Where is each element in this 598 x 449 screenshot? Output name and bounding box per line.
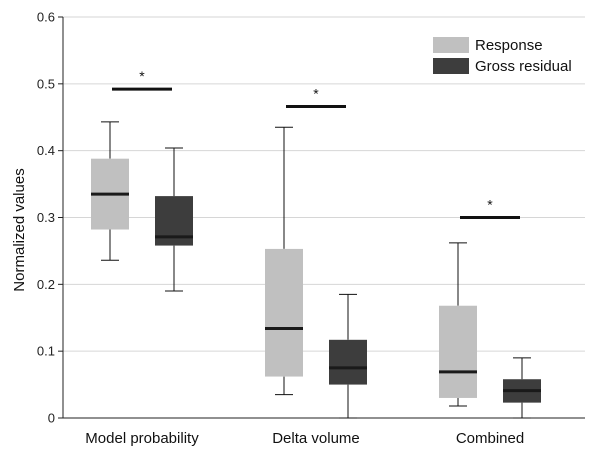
box [329,339,367,385]
y-tick-label: 0.3 [37,210,55,225]
category-label: Combined [456,430,524,447]
significance-star: * [487,197,493,213]
y-tick-label: 0.4 [37,143,55,158]
y-tick-labels: 0 0.1 0.2 0.3 0.4 0.5 0.6 [37,10,55,426]
significance-markers: * * * [112,68,520,219]
axes [58,16,585,419]
y-tick-label: 0 [48,411,55,426]
significance-star: * [139,68,145,84]
box [439,305,477,398]
boxes [91,121,541,419]
category-label: Model probability [85,430,199,447]
legend: Response Gross residual [433,37,572,75]
category-label: Delta volume [272,430,360,447]
gridlines [63,16,585,352]
legend-swatch [433,37,469,53]
legend-swatch [433,58,469,74]
y-axis-title: Normalized values [11,168,28,291]
significance-star: * [313,86,319,102]
y-tick-label: 0.5 [37,76,55,91]
y-tick-label: 0.2 [37,277,55,292]
legend-label: Response [475,37,543,54]
box [265,248,303,377]
y-tick-label: 0.6 [37,10,55,25]
y-tick-label: 0.1 [37,344,55,359]
category-labels: Model probability Delta volume Combined [85,430,524,447]
legend-label: Gross residual [475,58,572,75]
